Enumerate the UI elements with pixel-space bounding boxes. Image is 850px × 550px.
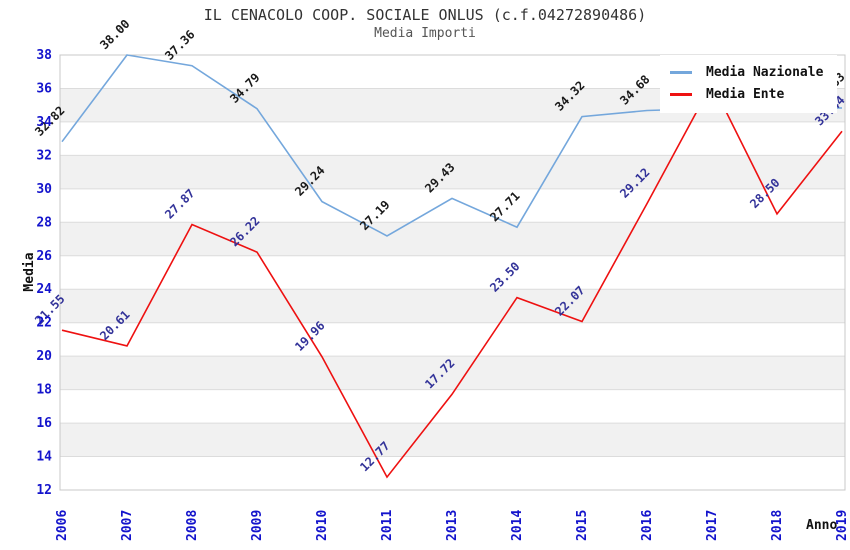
x-tick-label: 2008 [185,510,200,541]
y-tick-label: 18 [36,383,52,398]
y-tick-label: 20 [36,349,52,364]
x-tick-label: 2006 [55,510,70,541]
x-axis-title: Anno [806,518,838,533]
legend-label: Media Nazionale [706,64,824,80]
chart-subtitle: Media Importi [374,26,476,41]
legend-label: Media Ente [706,86,785,102]
point-label: 27.87 [162,186,197,221]
legend-item-media-ente: Media Ente [670,83,823,105]
y-tick-label: 12 [36,483,52,498]
series-line-media-ente [61,81,843,479]
legend: Media Nazionale Media Ente [660,55,838,113]
legend-line-swatch-blue [670,70,692,74]
grid-band [60,155,845,189]
x-tick-label: 2019 [835,510,850,541]
y-tick-label: 36 [36,81,52,96]
x-tick-label: 2015 [575,510,590,541]
point-label: 19.96 [292,318,327,353]
x-tick-label: 2009 [250,510,265,541]
grid-band [60,356,845,390]
y-tick-label: 34 [36,115,52,130]
chart-title: IL CENACOLO COOP. SOCIALE ONLUS (c.f.042… [203,6,647,24]
y-tick-label: 28 [36,215,52,230]
x-tick-label: 2014 [510,510,525,541]
x-tick-label: 2007 [120,510,135,541]
y-tick-label: 38 [36,48,52,63]
y-tick-label: 30 [36,182,52,197]
point-label: 27.71 [487,189,522,224]
legend-line-swatch-red [670,92,692,96]
point-label: 37.36 [162,27,197,62]
grid-band [60,289,845,323]
legend-item-media-nazionale: Media Nazionale [670,61,823,83]
x-tick-label: 2016 [640,510,655,541]
y-tick-label: 32 [36,148,52,163]
point-label: 38.00 [97,17,132,52]
x-tick-label: 2017 [705,510,720,541]
y-axis-title: Media [22,252,37,292]
y-tick-label: 16 [36,416,52,431]
y-tick-label: 26 [36,249,52,264]
x-tick-label: 2011 [380,510,395,541]
x-tick-label: 2018 [770,510,785,541]
plot-border [59,54,846,491]
y-tick-label: 14 [36,450,52,465]
x-tick-label: 2010 [315,510,330,541]
y-tick-label: 24 [36,282,52,297]
x-tick-label: 2013 [445,510,460,541]
y-tick-label: 22 [36,316,52,331]
grid-band [60,423,845,457]
